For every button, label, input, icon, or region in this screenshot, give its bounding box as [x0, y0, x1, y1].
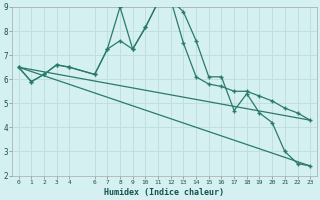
X-axis label: Humidex (Indice chaleur): Humidex (Indice chaleur) [104, 188, 224, 197]
